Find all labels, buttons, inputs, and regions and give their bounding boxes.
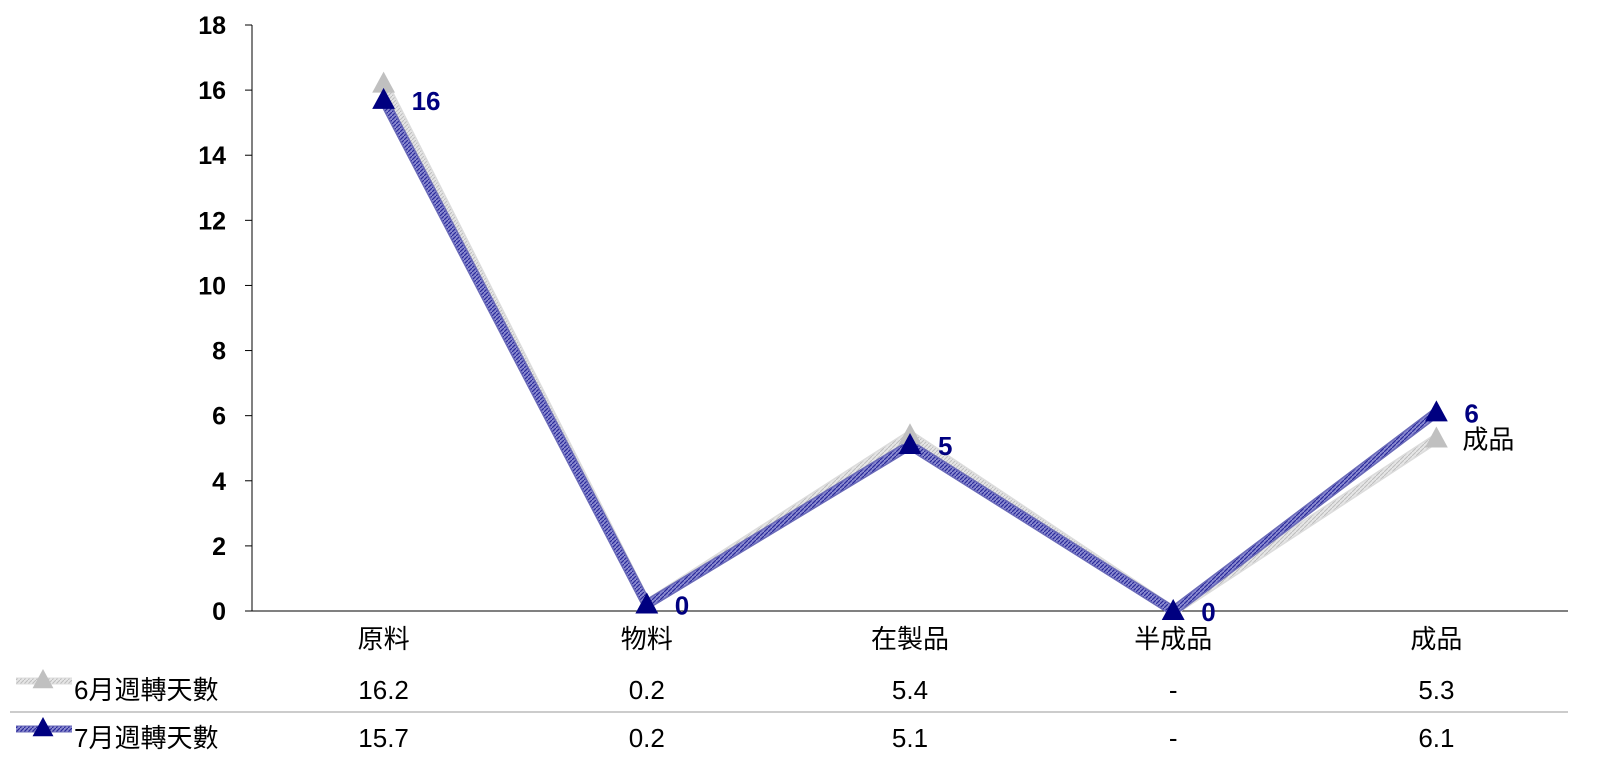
- table-cell-value: 6.1: [1418, 723, 1454, 753]
- data-point-marker: [1425, 400, 1448, 422]
- table-cell-value: 0.2: [629, 675, 665, 705]
- x-tick-label: 半成品: [1134, 624, 1212, 654]
- series-lines: [379, 81, 1440, 618]
- axes: 0 2 4 6 8 10 12 14 16 18 原料 物料 在製品 半成品 成品: [198, 12, 1568, 654]
- table-cell-value: 0.2: [629, 723, 665, 753]
- table-cell-value: 5.3: [1418, 675, 1454, 705]
- x-tick-label: 原料: [358, 624, 410, 654]
- table-cell-value: -: [1169, 723, 1178, 753]
- series-markers: [372, 71, 1448, 620]
- y-tick-label: 16: [198, 77, 226, 105]
- annotation-label: 成品: [1462, 424, 1514, 454]
- x-tick-label: 物料: [621, 624, 673, 654]
- data-point-marker: [1425, 426, 1448, 448]
- data-point-marker: [372, 71, 395, 93]
- data-label: 0: [675, 590, 689, 620]
- x-tick-label: 在製品: [871, 624, 949, 654]
- y-tick-label: 12: [198, 207, 226, 235]
- data-point-marker: [898, 432, 922, 454]
- data-label: 5: [938, 431, 952, 461]
- y-tick-label: 2: [212, 533, 226, 561]
- y-tick-label: 10: [198, 272, 226, 300]
- data-label: 16: [412, 86, 441, 116]
- table-cell-value: 15.7: [358, 723, 409, 753]
- legend-key-marker: [32, 669, 54, 689]
- y-tick-label: 6: [212, 403, 226, 431]
- y-tick-label: 0: [212, 598, 226, 626]
- table-cell-value: 5.1: [892, 723, 928, 753]
- y-tick-label: 4: [212, 468, 226, 496]
- data-point-marker: [1161, 599, 1185, 620]
- data-label: 0: [1201, 597, 1215, 627]
- y-tick-label: 14: [198, 142, 226, 170]
- table-cell-value: 5.4: [892, 675, 928, 705]
- data-point-marker: [635, 592, 659, 614]
- x-tick-label: 成品: [1410, 624, 1462, 654]
- data-label: 6: [1464, 398, 1478, 428]
- data-point-marker: [372, 87, 395, 109]
- table-cell-value: 16.2: [358, 675, 409, 705]
- legend-key-marker: [32, 717, 54, 737]
- legend-series-name: 6月週轉天數: [74, 675, 218, 705]
- y-tick-label: 8: [212, 338, 226, 366]
- data-labels: 16 0 5 0 6成品: [412, 86, 1515, 627]
- legend-series-name: 7月週轉天數: [74, 723, 218, 753]
- y-tick-label: 18: [198, 12, 226, 40]
- table-cell-value: -: [1169, 675, 1178, 705]
- data-table: 6月週轉天數 16.2 0.2 5.4 - 5.3 7月週轉天數 15.7 0.2 5.1 - 6.1: [10, 669, 1568, 753]
- series-line: [380, 98, 1439, 616]
